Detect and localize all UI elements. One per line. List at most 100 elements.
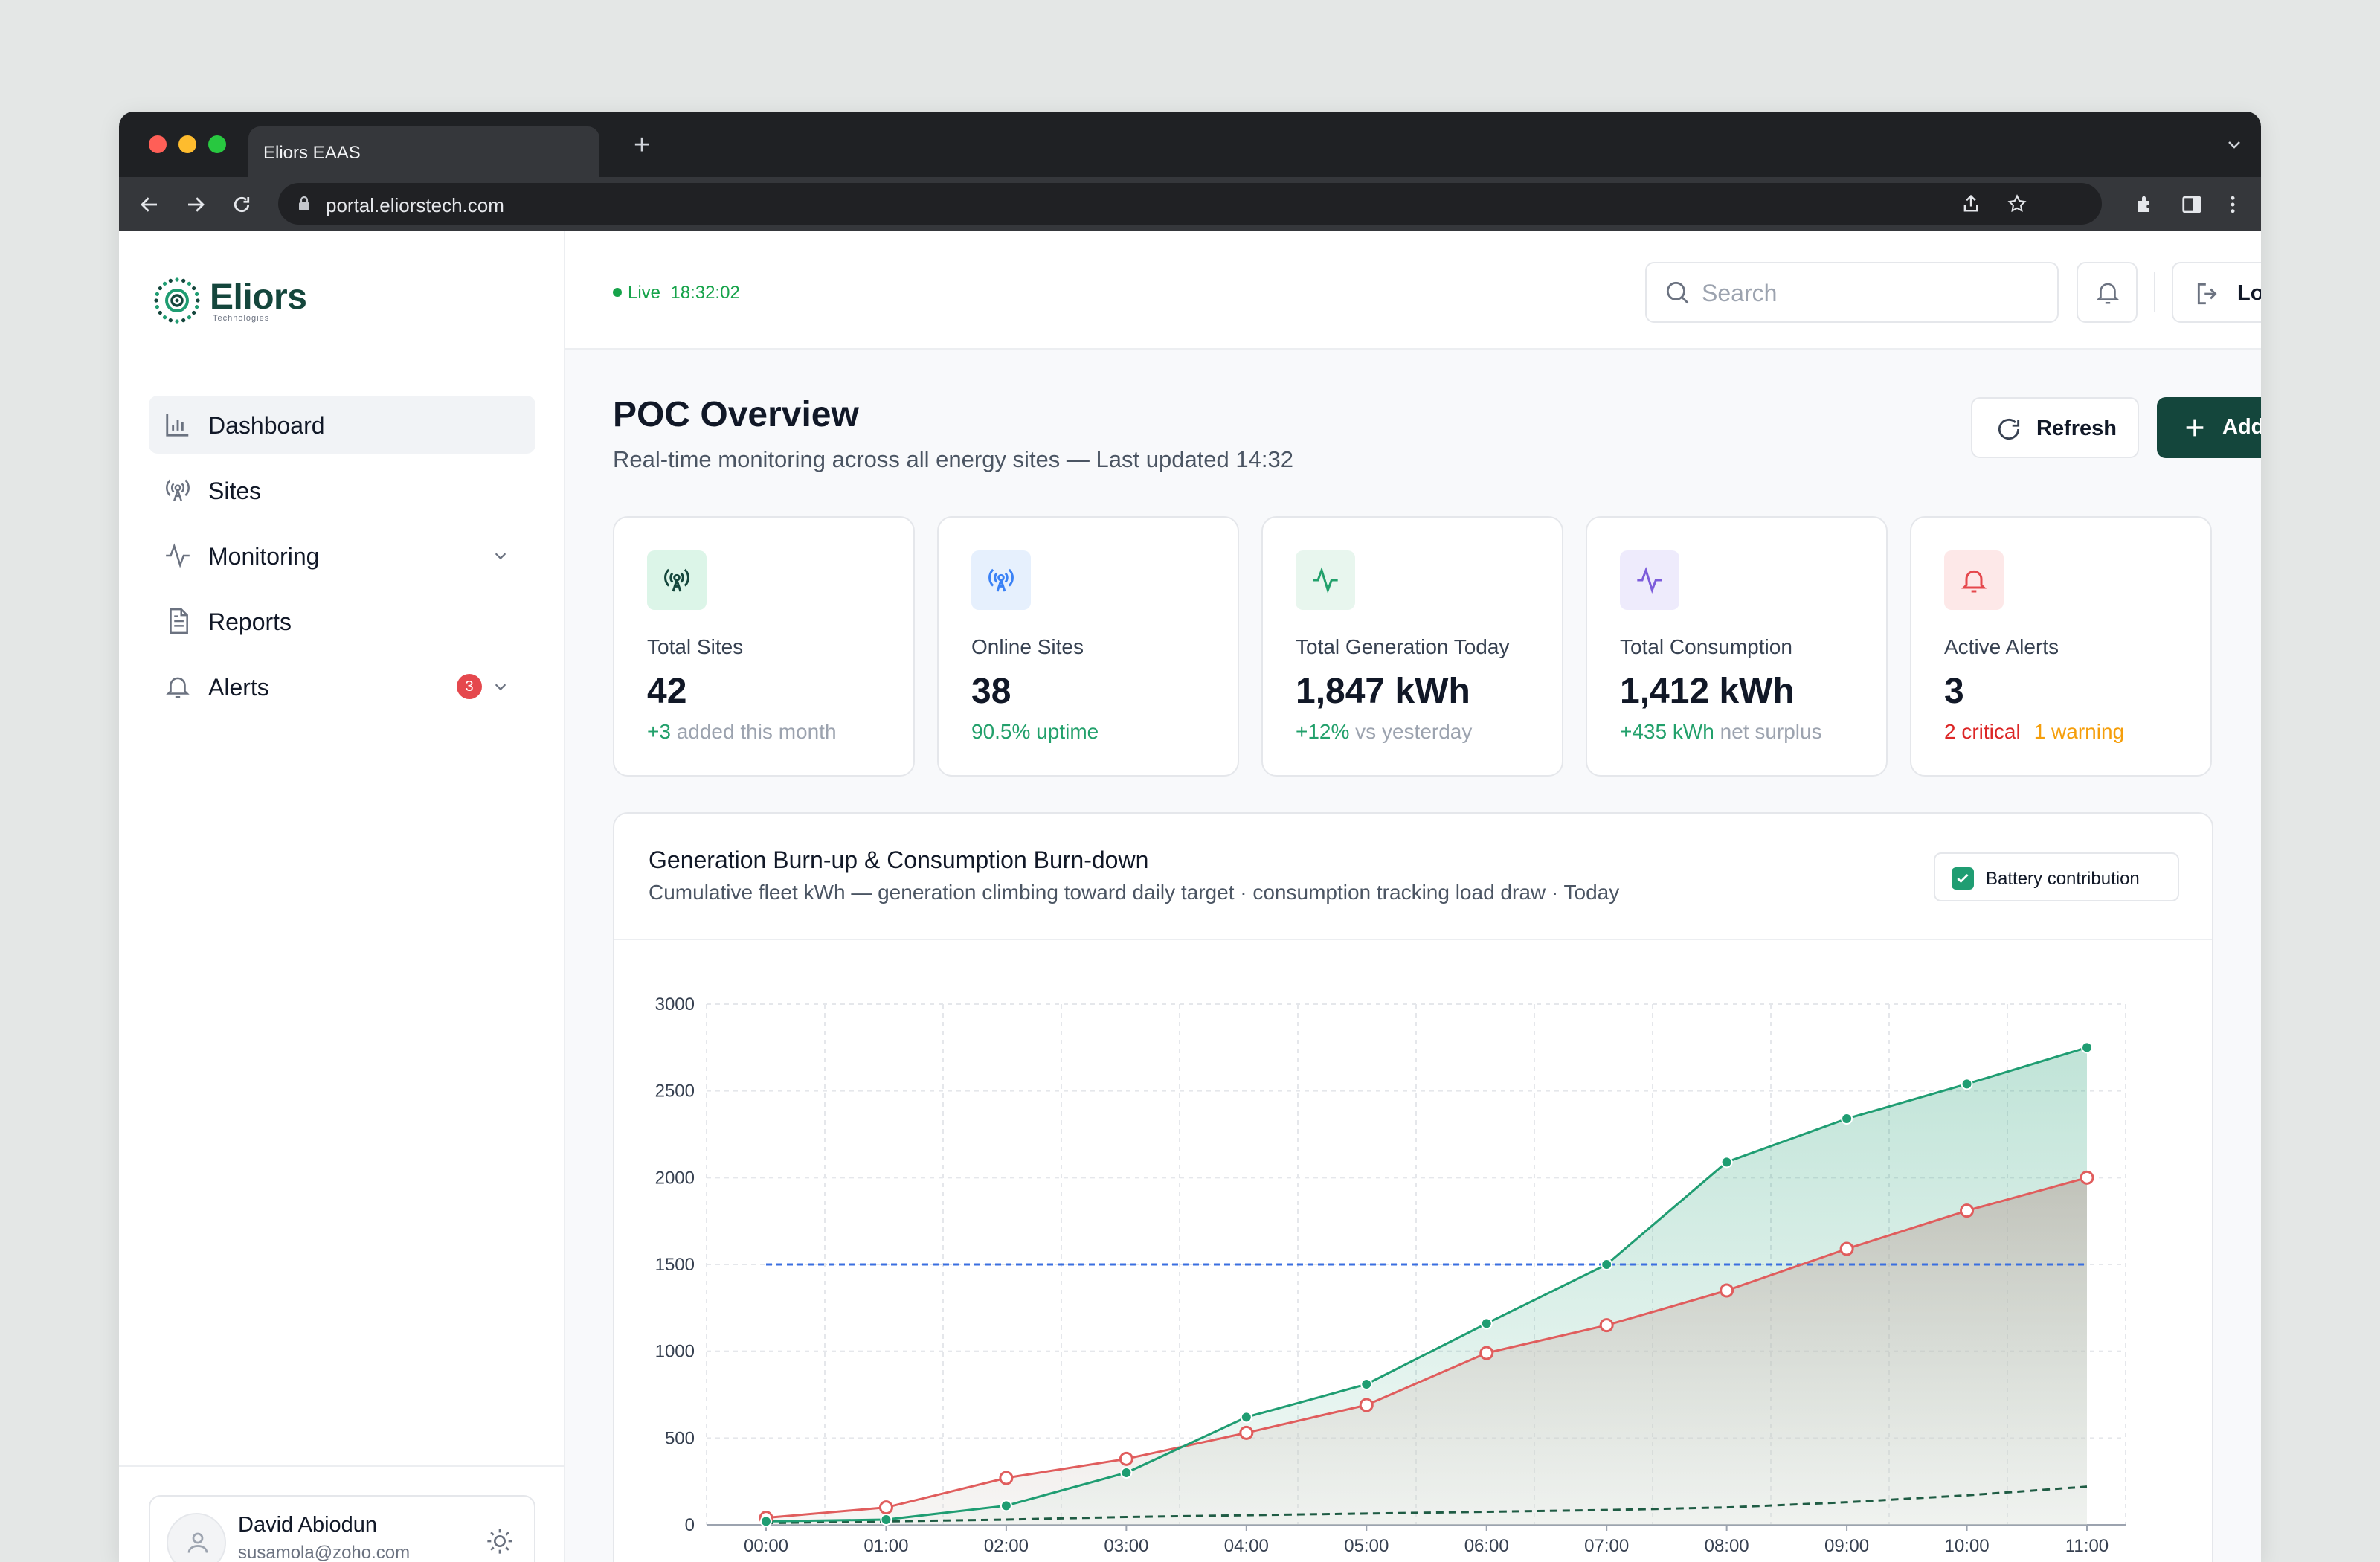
browser-toolbar: portal.eliorstech.com bbox=[119, 177, 2261, 231]
address-bar[interactable]: portal.eliorstech.com bbox=[278, 183, 2102, 225]
logo-dot bbox=[155, 305, 159, 309]
browser-menu-icon[interactable] bbox=[2225, 193, 2240, 216]
browser-tab[interactable]: Eliors EAAS bbox=[248, 126, 599, 177]
sidebar-item-label: Reports bbox=[208, 608, 292, 635]
search-input[interactable] bbox=[1702, 277, 2044, 309]
x-tick-label: 02:00 bbox=[984, 1536, 1029, 1556]
page-title: POC Overview bbox=[613, 395, 859, 434]
series-2-point bbox=[1359, 1398, 1374, 1412]
kpi-note-highlight: 90.5% uptime bbox=[971, 720, 1099, 743]
kpi-note: +3 added this month bbox=[647, 720, 837, 744]
series-2-point bbox=[1960, 1203, 1975, 1218]
search-icon bbox=[1666, 281, 1689, 304]
series-4-line bbox=[765, 1485, 2088, 1525]
live-dot-icon bbox=[613, 288, 622, 297]
kpi-value: 3 bbox=[1944, 672, 1964, 711]
browser-window: Eliors EAAS + portal.eliorstech.com Elio… bbox=[119, 112, 2261, 1562]
series-2-point bbox=[1839, 1241, 1854, 1256]
checkmark-icon bbox=[1957, 874, 1969, 884]
forward-arrow-icon[interactable] bbox=[184, 193, 207, 216]
chevron-down-icon[interactable] bbox=[492, 678, 509, 695]
kpi-card-online-sites[interactable]: Online Sites 38 90.5% uptime bbox=[937, 516, 1239, 777]
logo-dot bbox=[162, 281, 167, 286]
add-site-button[interactable]: Add Site bbox=[2157, 397, 2261, 458]
minimize-window-button[interactable] bbox=[178, 135, 196, 153]
series-1-point bbox=[1961, 1078, 1973, 1090]
plus-icon bbox=[2186, 419, 2204, 437]
y-tick-label: 500 bbox=[665, 1428, 695, 1448]
sun-icon[interactable] bbox=[485, 1526, 515, 1556]
series-1-point bbox=[1841, 1113, 1853, 1125]
user-name: David Abiodun bbox=[238, 1513, 378, 1537]
search-box[interactable] bbox=[1645, 262, 2059, 323]
logo-dot bbox=[168, 318, 173, 323]
sidebar-item-dashboard[interactable]: Dashboard bbox=[149, 396, 536, 454]
kpi-note-highlight: +3 bbox=[647, 720, 671, 743]
brand-tagline: Technologies bbox=[213, 314, 270, 323]
kpi-card-total-consumption[interactable]: Total Consumption 1,412 kWh +435 kWh net… bbox=[1586, 516, 1888, 777]
maximize-window-button[interactable] bbox=[208, 135, 226, 153]
live-time: 18:32:02 bbox=[670, 283, 740, 303]
eliors-logo-icon bbox=[154, 277, 200, 324]
series-1-point bbox=[1120, 1467, 1133, 1479]
y-tick-label: 1500 bbox=[655, 1255, 695, 1275]
y-tick-label: 3000 bbox=[655, 994, 695, 1015]
sidebar-item-sites[interactable]: Sites bbox=[149, 461, 536, 519]
kpi-note-warning: 1 warning bbox=[2033, 720, 2125, 743]
user-card[interactable]: David Abiodun susamola@zoho.com bbox=[149, 1495, 536, 1562]
logo-dot bbox=[192, 286, 196, 291]
kpi-card-total-generation[interactable]: Total Generation Today 1,847 kWh +12% vs… bbox=[1261, 516, 1563, 777]
kpi-note-text: added this month bbox=[670, 720, 837, 743]
bookmark-star-icon[interactable] bbox=[2007, 193, 2027, 214]
close-window-button[interactable] bbox=[149, 135, 167, 153]
logo-dot bbox=[181, 278, 186, 283]
sidebar-item-reports[interactable]: Reports bbox=[149, 592, 536, 650]
kpi-value: 42 bbox=[647, 672, 687, 711]
kpi-icon-badge bbox=[971, 550, 1031, 610]
brand-name[interactable]: Eliors bbox=[210, 277, 307, 317]
chart-title: Generation Burn-up & Consumption Burn-do… bbox=[649, 846, 1149, 873]
avatar bbox=[167, 1513, 226, 1562]
kpi-label: Total Generation Today bbox=[1296, 635, 1510, 658]
logo-dot bbox=[175, 277, 179, 282]
series-1-point bbox=[1240, 1411, 1252, 1424]
kpi-card-active-alerts[interactable]: Active Alerts 3 2 critical 1 warning bbox=[1910, 516, 2212, 777]
series-2-point bbox=[1479, 1346, 1494, 1360]
logo-dot bbox=[187, 281, 192, 286]
extensions-puzzle-icon[interactable] bbox=[2135, 193, 2157, 216]
logout-button[interactable]: Logout bbox=[2172, 262, 2261, 323]
kpi-icon-badge bbox=[1620, 550, 1679, 610]
kpi-note: +435 kWh net surplus bbox=[1620, 720, 1822, 744]
battery-contribution-toggle[interactable]: Battery contribution bbox=[1934, 852, 2179, 901]
refresh-button[interactable]: Refresh bbox=[1971, 397, 2139, 458]
kpi-label: Active Alerts bbox=[1944, 635, 2059, 658]
tab-list-chevron-icon[interactable] bbox=[2225, 135, 2243, 153]
series-1-point bbox=[2081, 1041, 2093, 1054]
kpi-label: Online Sites bbox=[971, 635, 1084, 658]
reload-icon[interactable] bbox=[231, 193, 253, 216]
x-tick-label: 06:00 bbox=[1464, 1536, 1509, 1556]
kpi-note: 90.5% uptime bbox=[971, 720, 1099, 744]
burnup-chart: 0 500 1000 1500 2000 2500 3000 00:00 01:00 02:00 0… bbox=[655, 994, 2126, 1556]
series-1-point bbox=[760, 1515, 772, 1528]
notifications-button[interactable] bbox=[2077, 262, 2138, 323]
logo-dot bbox=[168, 278, 173, 283]
activity-icon bbox=[166, 543, 190, 568]
new-tab-button[interactable]: + bbox=[634, 129, 651, 161]
series-1-line bbox=[765, 1046, 2088, 1523]
sidebar-item-label: Sites bbox=[208, 478, 262, 504]
chevron-down-icon[interactable] bbox=[492, 547, 509, 564]
series-1-point bbox=[1360, 1378, 1373, 1390]
share-icon[interactable] bbox=[1961, 193, 1981, 214]
antenna-icon bbox=[664, 568, 689, 592]
refresh-icon bbox=[1998, 418, 2020, 440]
sidebar-item-label: Alerts bbox=[208, 674, 269, 701]
sidebar-item-monitoring[interactable]: Monitoring bbox=[149, 527, 536, 585]
checkbox[interactable] bbox=[1952, 867, 1974, 890]
series-2-line bbox=[765, 1176, 2088, 1520]
back-arrow-icon[interactable] bbox=[138, 193, 161, 216]
side-panel-icon[interactable] bbox=[2181, 193, 2203, 216]
kpi-card-total-sites[interactable]: Total Sites 42 +3 added this month bbox=[613, 516, 915, 777]
sidebar-item-alerts[interactable]: Alerts 3 bbox=[149, 658, 536, 716]
add-site-label: Add Site bbox=[2222, 415, 2261, 439]
